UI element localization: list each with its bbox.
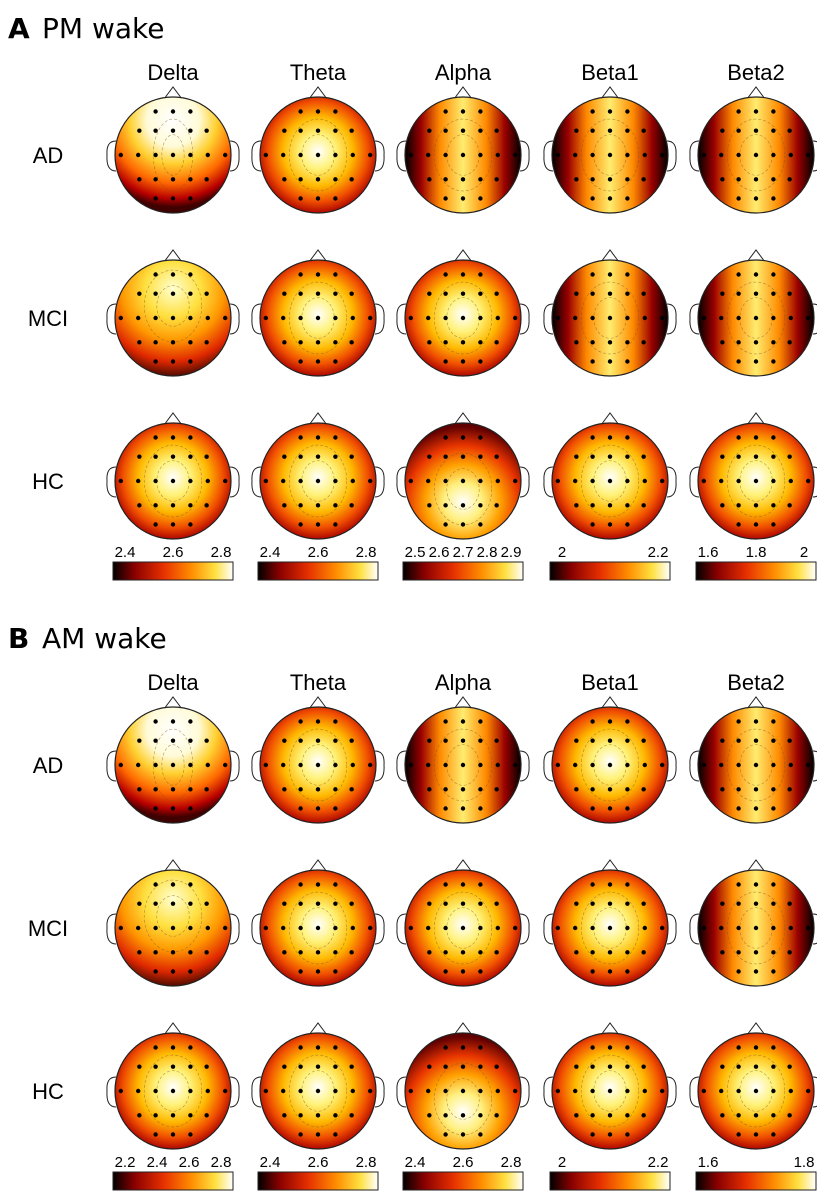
colorbar [549,561,671,581]
panel-title: AM wake [42,622,167,655]
scalp-map [396,249,530,377]
scalp-map [396,86,530,214]
colorbar-tick-label: 2.8 [356,1154,377,1171]
colorbar [257,1171,379,1191]
colorbar [695,1171,817,1191]
panel-letter: B [8,622,29,655]
band-label: Delta [147,60,199,85]
scalp-map [689,249,817,377]
colorbar [402,561,524,581]
colorbar-tick-label: 1.6 [698,1154,719,1171]
colorbar-tick-label: 2.8 [501,1154,522,1171]
scalp-map [396,1022,530,1150]
colorbar-tick-label: 2.6 [163,544,184,561]
scalp-map [689,412,817,540]
scalp-map [251,696,385,824]
colorbar-tick-label: 2.2 [648,1154,669,1171]
scalp-map [543,696,677,824]
scalp-map [543,86,677,214]
scalp-map [106,412,240,540]
group-label: AD [33,143,64,168]
panel-title: PM wake [42,12,164,45]
band-label: Beta1 [581,670,639,695]
scalp-map [689,859,817,987]
colorbar-tick-label: 2.4 [115,544,136,561]
colorbar-tick-label: 2 [800,544,808,561]
colorbar-tick-label: 2.2 [648,544,669,561]
colorbar [549,1171,671,1191]
colorbar [695,561,817,581]
scalp-map [396,696,530,824]
colorbar-tick-label: 2.6 [179,1154,200,1171]
colorbar-tick-label: 2.4 [147,1154,168,1171]
colorbar-tick-label: 2.6 [429,544,450,561]
colorbar-tick-label: 2.6 [308,1154,329,1171]
band-label: Beta2 [727,670,785,695]
scalp-map [106,859,240,987]
group-label: HC [32,1079,64,1104]
panel-letter: A [8,12,30,45]
band-label: Beta1 [581,60,639,85]
scalp-map [106,249,240,377]
band-label: Alpha [435,670,492,695]
scalp-map [251,249,385,377]
band-label: Theta [290,670,347,695]
group-label: HC [32,469,64,494]
scalp-map [396,859,530,987]
band-label: Alpha [435,60,492,85]
colorbar-tick-label: 2.4 [260,544,281,561]
colorbar-tick-label: 2.4 [260,1154,281,1171]
scalp-map [106,1022,240,1150]
colorbar-tick-label: 1.6 [698,544,719,561]
colorbar-tick-label: 2.8 [356,544,377,561]
colorbar-tick-label: 2.6 [308,544,329,561]
band-label: Beta2 [727,60,785,85]
colorbar-tick-label: 2.7 [453,544,474,561]
colorbar-tick-label: 2.9 [501,544,522,561]
colorbar-tick-label: 2.6 [453,1154,474,1171]
colorbar-tick-label: 1.8 [794,1154,815,1171]
scalp-map [396,412,530,540]
scalp-map [251,412,385,540]
colorbar-tick-label: 2.8 [211,1154,232,1171]
colorbar-tick-label: 2.5 [405,544,426,561]
colorbar [112,561,234,581]
colorbar [257,561,379,581]
scalp-map [251,859,385,987]
scalp-map [689,1022,817,1150]
scalp-map [106,696,240,824]
scalp-map [543,412,677,540]
scalp-map [106,86,240,214]
colorbar [112,1171,234,1191]
colorbar-tick-label: 1.8 [746,544,767,561]
scalp-map [543,249,677,377]
colorbar-tick-label: 2.4 [405,1154,426,1171]
colorbar-tick-label: 2 [558,544,566,561]
colorbar-tick-label: 2.8 [477,544,498,561]
colorbar-tick-label: 2.2 [115,1154,136,1171]
colorbar-tick-label: 2.8 [211,544,232,561]
band-label: Theta [290,60,347,85]
scalp-map [251,86,385,214]
scalp-map [689,86,817,214]
group-label: AD [33,753,64,778]
scalp-map [543,1022,677,1150]
group-label: MCI [28,306,68,331]
scalp-map [251,1022,385,1150]
colorbar [402,1171,524,1191]
scalp-map [543,859,677,987]
colorbar-tick-label: 2 [558,1154,566,1171]
group-label: MCI [28,916,68,941]
scalp-map [689,696,817,824]
band-label: Delta [147,670,199,695]
